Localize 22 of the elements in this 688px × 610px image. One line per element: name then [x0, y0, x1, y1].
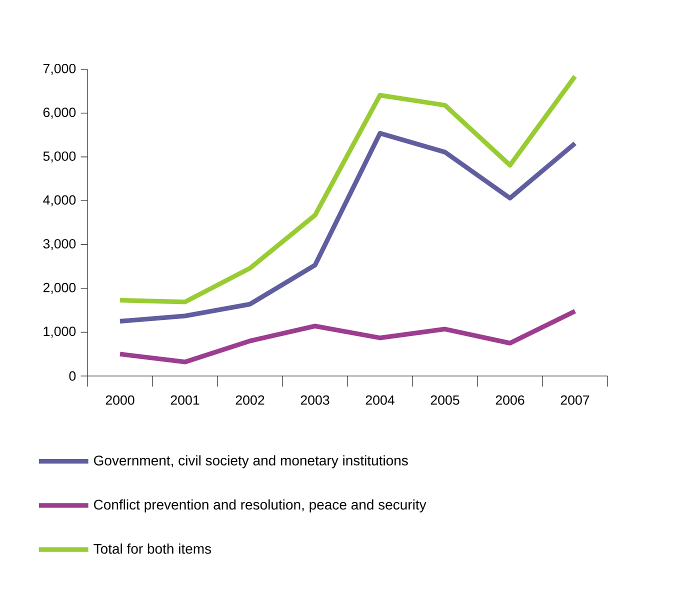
x-tick-label: 2000	[106, 395, 134, 405]
y-tick-label: 1,000	[44, 326, 76, 338]
x-tick-label: 2001	[170, 395, 200, 405]
line-series	[118, 308, 578, 364]
x-tick-label: 2002	[236, 395, 264, 405]
legend-label: Government, civil society and monetary institutions	[94, 455, 408, 468]
x-tick-label: 2005	[430, 395, 460, 405]
y-tick-label: 4,000	[43, 195, 76, 206]
x-tick-label: 2004	[366, 395, 394, 405]
x-tick-label: 2007	[560, 395, 590, 405]
line-series	[118, 130, 578, 324]
y-tick-label: 2,000	[43, 282, 76, 294]
legend-label: Total for both items	[94, 543, 212, 554]
x-tick-label: 2003	[300, 395, 330, 405]
line-series	[118, 74, 578, 304]
legend-label: Conflict prevention and resolution, peace and security	[94, 499, 426, 512]
y-tick-label: 5,000	[43, 151, 76, 162]
x-tick-label: 2006	[496, 395, 524, 405]
y-tick-label: 0	[69, 371, 76, 381]
y-tick-label: 6,000	[43, 108, 76, 119]
y-tick-label: 7,000	[43, 64, 76, 75]
y-tick-label: 3,000	[43, 239, 76, 250]
